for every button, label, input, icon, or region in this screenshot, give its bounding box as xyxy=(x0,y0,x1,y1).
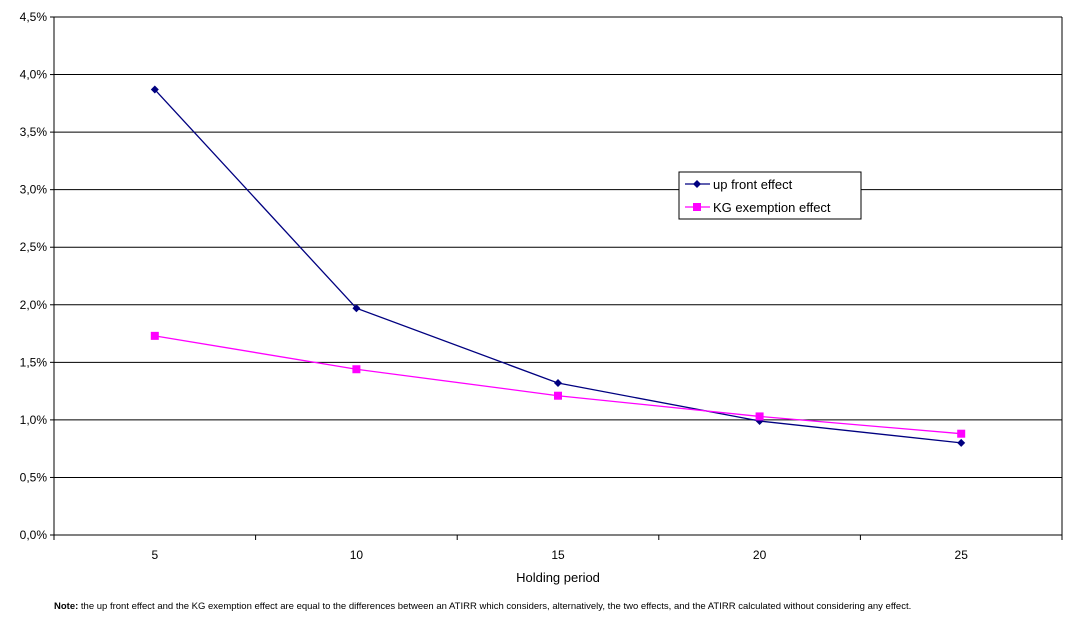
x-tick-label: 5 xyxy=(151,548,158,562)
data-point-kg-exemption-effect xyxy=(554,391,562,400)
x-axis-title: Holding period xyxy=(516,570,600,585)
x-tick-label: 25 xyxy=(955,548,969,562)
x-tick-label: 15 xyxy=(551,548,565,562)
data-point-up-front-effect xyxy=(554,379,562,388)
data-point-up-front-effect xyxy=(352,304,361,313)
chart-note: Note: the up front effect and the KG exe… xyxy=(54,601,1062,612)
axes xyxy=(50,16,1063,540)
data-point-up-front-effect xyxy=(957,438,966,447)
data-point-kg-exemption-effect xyxy=(755,412,764,421)
legend: up front effect KG exemption effect xyxy=(678,171,862,220)
y-tick-label: 1,0% xyxy=(20,413,48,427)
y-tick-label: 0,0% xyxy=(20,528,48,542)
legend-box xyxy=(678,171,862,220)
y-tick-label: 0,5% xyxy=(20,470,48,484)
x-tick-label: 10 xyxy=(350,548,364,562)
data-point-kg-exemption-effect xyxy=(957,429,966,438)
y-tick-label: 3,0% xyxy=(20,183,48,197)
y-tick-label: 4,0% xyxy=(20,68,48,82)
x-tick-label: 20 xyxy=(753,548,767,562)
legend-label: KG exemption effect xyxy=(713,200,831,215)
legend-marker-diamond xyxy=(693,180,701,188)
y-axis-tick-labels: 0,0% 0,5% 1,0% 1,5% 2,0% 2,5% 3,0% 3,5% 4,0% 4,5% xyxy=(20,10,48,542)
y-tick-label: 1,5% xyxy=(20,355,48,369)
series-lines xyxy=(150,85,966,447)
line-chart: 0,0% 0,5% 1,0% 1,5% 2,0% 2,5% 3,0% 3,5% 4,0% 4,5%… xyxy=(20,10,1063,585)
data-point-up-front-effect xyxy=(150,85,159,94)
note-label: Note: xyxy=(54,601,79,612)
data-point-kg-exemption-effect xyxy=(150,331,159,340)
y-tick-label: 4,5% xyxy=(20,10,48,24)
x-axis-tick-labels: 5 10 15 20 25 xyxy=(151,548,968,562)
series-line-1 xyxy=(154,89,962,444)
y-tick-label: 2,0% xyxy=(20,298,48,312)
y-tick-label: 3,5% xyxy=(20,125,48,139)
y-tick-label: 2,5% xyxy=(20,240,48,254)
legend-marker-square xyxy=(693,203,701,211)
data-point-kg-exemption-effect xyxy=(352,365,361,374)
legend-label: up front effect xyxy=(713,177,793,192)
gridlines xyxy=(54,16,1062,478)
note-text: the up front effect and the KG exemption… xyxy=(78,601,912,612)
